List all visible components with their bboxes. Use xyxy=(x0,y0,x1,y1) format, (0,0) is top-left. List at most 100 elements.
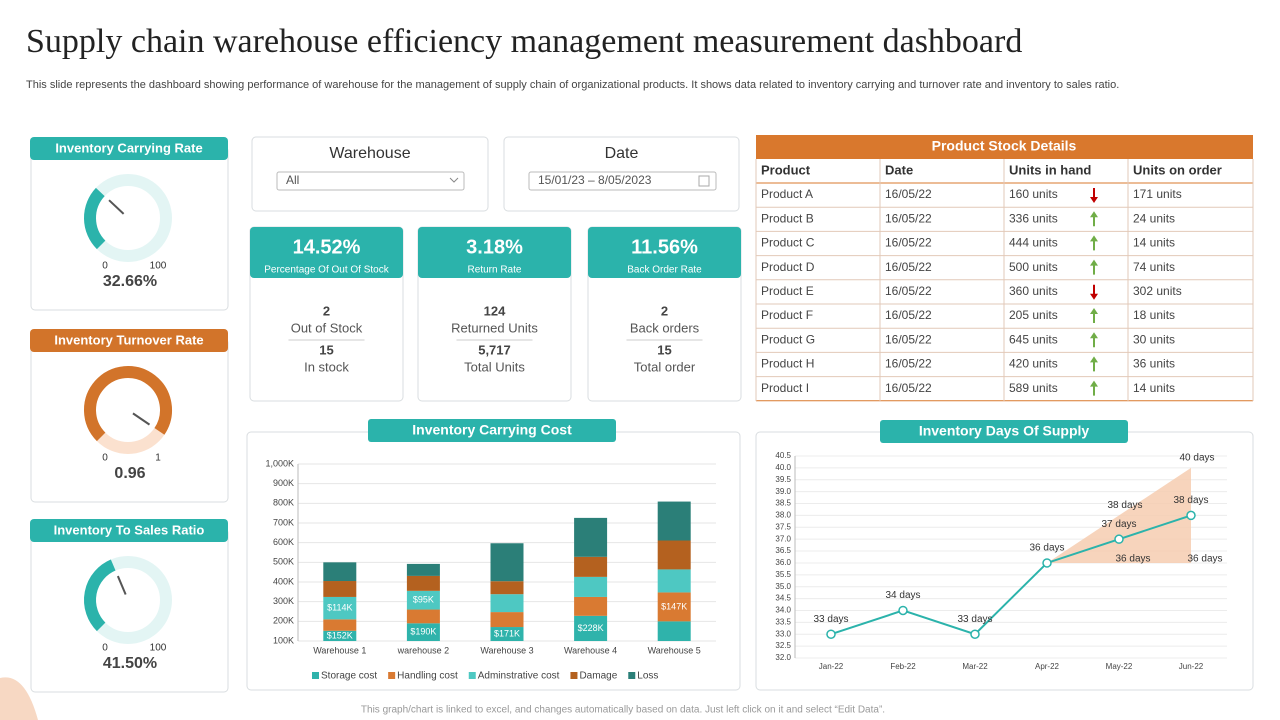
point-label: 34 days xyxy=(885,590,920,601)
y-tick-label: 35.5 xyxy=(775,570,791,579)
kpi-header xyxy=(418,227,571,278)
y-tick-label: 38.5 xyxy=(775,499,791,508)
table-cell: 420 units xyxy=(1009,357,1058,371)
legend-swatch xyxy=(570,672,578,679)
kpi-detail-value: 2 xyxy=(661,303,668,318)
x-tick-label: Warehouse 1 xyxy=(313,645,366,655)
filter-value: 15/01/23 – 8/05/2023 xyxy=(538,173,652,187)
y-tick-label: 100K xyxy=(273,635,294,645)
kpi-value: 11.56% xyxy=(631,236,698,258)
point-label: 33 days xyxy=(813,614,848,625)
band-label: 36 days xyxy=(1187,554,1222,565)
filter-input xyxy=(528,171,717,191)
filter-input xyxy=(276,171,465,191)
table-cell: 74 units xyxy=(1133,260,1175,274)
kpi-header xyxy=(588,227,741,278)
table-cell: 16/05/22 xyxy=(885,187,932,201)
bar-segment xyxy=(323,596,357,620)
bar-segment xyxy=(657,569,691,593)
legend-swatch xyxy=(628,672,636,679)
gauge-needle xyxy=(108,199,125,215)
bar-segment xyxy=(323,581,357,597)
table-cell: Product B xyxy=(761,211,814,225)
table-cell: 645 units xyxy=(1009,332,1058,346)
y-tick-label: 32.0 xyxy=(775,653,791,662)
kpi-label: Back Order Rate xyxy=(627,265,702,276)
trend-arrow xyxy=(1090,235,1098,251)
table-cell: Product E xyxy=(761,284,814,298)
table-cell: 171 units xyxy=(1133,187,1182,201)
gauge-min: 0 xyxy=(102,453,108,464)
table-cell: 18 units xyxy=(1133,308,1175,322)
y-tick-label: 40.0 xyxy=(775,463,791,472)
chart-title-bar xyxy=(880,420,1128,443)
band-area xyxy=(1047,467,1191,563)
trend-arrow xyxy=(1090,356,1098,372)
kpi-detail-label: In stock xyxy=(304,359,349,374)
point-label: 38 days xyxy=(1173,495,1208,506)
y-tick-label: 800K xyxy=(273,498,294,508)
table-cell: Product C xyxy=(761,236,815,250)
bar-segment xyxy=(490,543,524,582)
subtitle: This slide represents the dashboard show… xyxy=(26,79,1119,91)
table-cell: Product F xyxy=(761,308,813,322)
table-cell: 160 units xyxy=(1009,187,1058,201)
filter-label: Warehouse xyxy=(329,145,410,162)
x-tick-label: Warehouse 5 xyxy=(648,645,701,655)
calendar-icon xyxy=(698,175,710,187)
point xyxy=(1186,510,1196,521)
decor-blob xyxy=(0,677,38,720)
table-cell: 24 units xyxy=(1133,211,1175,225)
kpi-detail-label: Out of Stock xyxy=(291,320,363,335)
point-label: 36 days xyxy=(1029,543,1064,554)
table-cell: 16/05/22 xyxy=(885,357,932,371)
bar-segment xyxy=(574,615,608,641)
point xyxy=(898,605,908,616)
gauge-value: 32.66% xyxy=(103,273,157,290)
legend-label: Adminstrative cost xyxy=(478,671,560,682)
legend-label: Loss xyxy=(637,671,658,682)
table-cell: Product G xyxy=(761,332,815,346)
band-label: 36 days xyxy=(1115,554,1150,565)
table-cell: 16/05/22 xyxy=(885,308,932,322)
bar-value-label: $190K xyxy=(410,627,436,637)
y-tick-label: 37.0 xyxy=(775,534,791,543)
table-cell: Product H xyxy=(761,357,814,371)
chart-title: Inventory Days Of Supply xyxy=(919,423,1090,439)
gauge-needle xyxy=(132,412,151,426)
bar-segment xyxy=(490,612,524,628)
bar-segment xyxy=(657,621,691,641)
kpi-detail-label: Returned Units xyxy=(451,320,538,335)
dropdown-icon xyxy=(449,177,459,183)
table-cell: 16/05/22 xyxy=(885,381,932,395)
filter-label: Date xyxy=(605,145,639,162)
x-tick-label: Feb-22 xyxy=(890,662,916,671)
gauge-arc xyxy=(84,187,106,250)
bar-segment xyxy=(657,540,691,570)
point xyxy=(970,629,980,639)
trend-arrow xyxy=(1090,259,1098,275)
y-tick-label: 36.0 xyxy=(775,558,791,567)
y-tick-label: 37.5 xyxy=(775,522,791,531)
table-cell: 589 units xyxy=(1009,381,1058,395)
x-tick-label: Warehouse 4 xyxy=(564,645,617,655)
y-tick-label: 39.5 xyxy=(775,475,791,484)
point-label: 37 days xyxy=(1101,519,1136,530)
y-tick-label: 600K xyxy=(273,537,294,547)
gauge-value: 41.50% xyxy=(103,655,157,672)
kpi-detail-value: 2 xyxy=(323,303,330,318)
table-cell: 302 units xyxy=(1133,284,1182,298)
bar-value-label: $152K xyxy=(327,630,353,640)
table-cell: 16/05/22 xyxy=(885,332,932,346)
kpi-label: Return Rate xyxy=(468,265,522,276)
table-cell: Product I xyxy=(761,381,809,395)
table-cell: 336 units xyxy=(1009,211,1058,225)
kpi-detail-value: 5,717 xyxy=(478,342,511,357)
x-tick-label: May-22 xyxy=(1106,662,1133,671)
legend-label: Handling cost xyxy=(397,671,458,682)
x-tick-label: Jun-22 xyxy=(1179,662,1204,671)
y-tick-label: 40.5 xyxy=(775,451,791,460)
bar-segment xyxy=(490,581,524,595)
filter-value: All xyxy=(286,173,299,187)
